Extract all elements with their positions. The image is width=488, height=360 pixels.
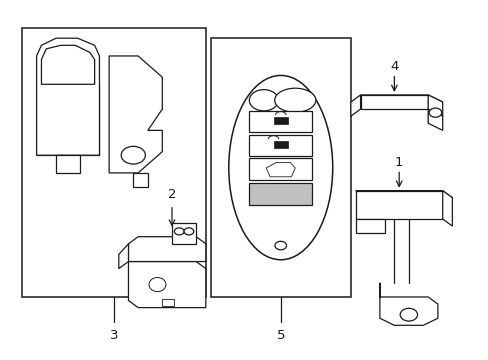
Polygon shape: [133, 173, 147, 187]
Polygon shape: [265, 163, 295, 177]
Circle shape: [174, 228, 183, 235]
Circle shape: [399, 308, 417, 321]
Bar: [273, 141, 287, 148]
Polygon shape: [360, 95, 442, 102]
FancyBboxPatch shape: [249, 111, 311, 132]
Text: 1: 1: [394, 156, 403, 169]
Polygon shape: [350, 95, 360, 116]
Polygon shape: [355, 219, 384, 233]
Circle shape: [183, 228, 193, 235]
Text: 2: 2: [167, 188, 176, 201]
Circle shape: [249, 90, 278, 111]
Text: 3: 3: [109, 329, 118, 342]
Polygon shape: [172, 222, 196, 244]
Text: 5: 5: [276, 329, 285, 342]
Bar: [273, 117, 287, 124]
Ellipse shape: [149, 278, 165, 292]
Bar: [56, 155, 80, 173]
FancyBboxPatch shape: [249, 158, 311, 180]
Circle shape: [121, 146, 145, 164]
Polygon shape: [128, 237, 205, 261]
Polygon shape: [442, 191, 451, 226]
Polygon shape: [360, 95, 427, 109]
Polygon shape: [41, 45, 95, 84]
Bar: [162, 300, 174, 306]
Bar: [210, 38, 350, 297]
Polygon shape: [355, 191, 442, 219]
Polygon shape: [355, 191, 451, 198]
Polygon shape: [37, 38, 99, 155]
Ellipse shape: [228, 76, 332, 260]
Polygon shape: [128, 261, 205, 307]
Circle shape: [274, 241, 286, 250]
FancyBboxPatch shape: [249, 135, 311, 156]
Text: 4: 4: [389, 60, 398, 73]
Bar: [22, 28, 205, 297]
Polygon shape: [427, 109, 442, 130]
Polygon shape: [109, 56, 162, 173]
Ellipse shape: [274, 88, 315, 112]
FancyBboxPatch shape: [249, 183, 311, 205]
Polygon shape: [427, 95, 442, 116]
Circle shape: [428, 108, 441, 117]
Polygon shape: [119, 244, 128, 269]
Polygon shape: [379, 283, 437, 325]
